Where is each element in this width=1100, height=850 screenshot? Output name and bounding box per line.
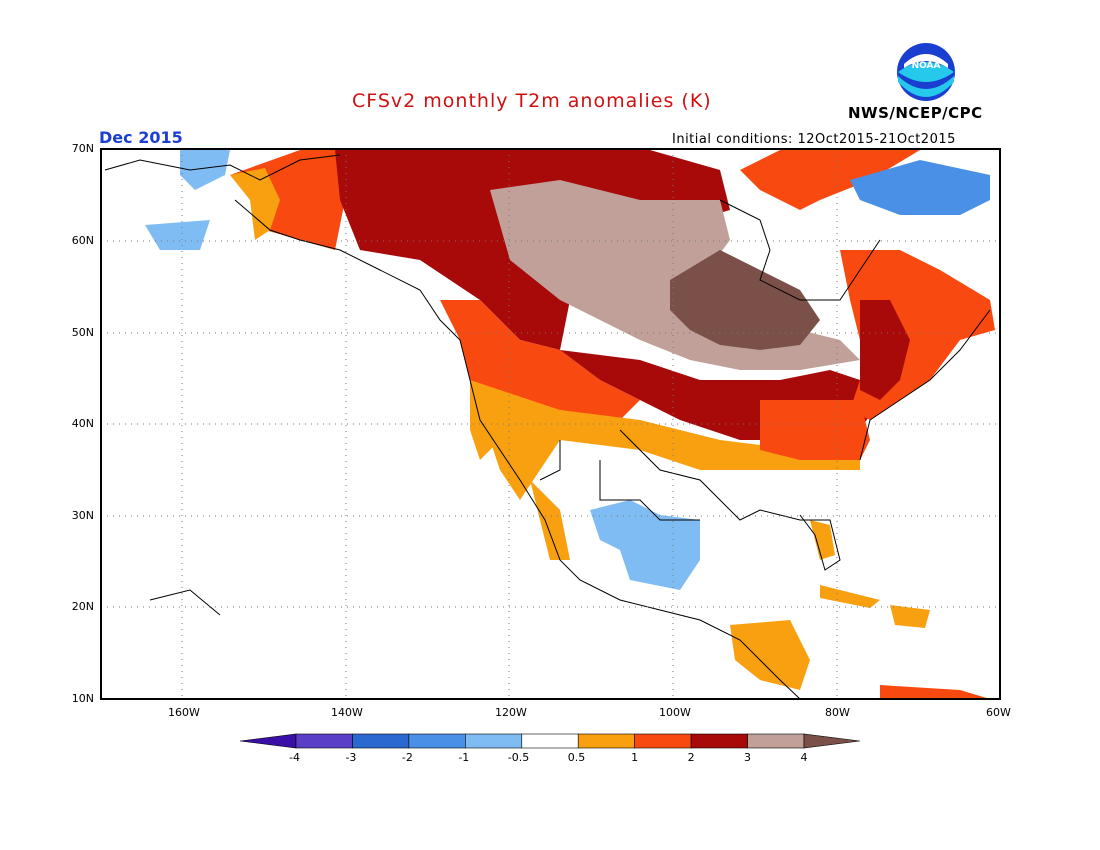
anomaly-region	[890, 605, 930, 628]
initial-conditions: Initial conditions: 12Oct2015-21Oct2015	[672, 132, 956, 147]
forecast-date: Dec 2015	[99, 128, 183, 147]
colorbar-segment	[408, 733, 466, 749]
colorbar-segment	[465, 733, 523, 749]
colorbar-segment	[521, 733, 579, 749]
anomaly-region	[880, 685, 990, 699]
colorbar-label: -0.5	[507, 751, 530, 764]
lat-label-60: 60N	[71, 234, 94, 247]
anomaly-region	[860, 300, 910, 400]
lon-label-100w: 100W	[659, 706, 691, 719]
anomaly-region	[145, 220, 210, 250]
colorbar-label: 2	[687, 751, 695, 764]
anomaly-region	[730, 620, 810, 690]
colorbar-segment	[690, 733, 748, 749]
colorbar-segment	[352, 733, 410, 749]
anomaly-region	[820, 585, 880, 608]
anomaly-region	[760, 400, 870, 460]
lat-label-20: 20N	[71, 600, 94, 613]
lat-label-10: 10N	[71, 692, 94, 705]
lon-label-60w: 60W	[986, 706, 1011, 719]
logo-text: NOAA	[912, 61, 941, 71]
colorbar-label: -1	[458, 751, 470, 764]
anomaly-region	[230, 168, 280, 240]
colorbar-segment	[239, 733, 297, 749]
anomaly-region	[590, 500, 700, 590]
lon-label-160w: 160W	[168, 706, 200, 719]
anomaly-region	[530, 480, 570, 560]
colorbar-segment	[747, 733, 805, 749]
colorbar-segment	[295, 733, 353, 749]
lat-label-70: 70N	[71, 142, 94, 155]
lon-label-120w: 120W	[495, 706, 527, 719]
lat-label-50: 50N	[71, 326, 94, 339]
map-frame	[100, 148, 1001, 700]
anomaly-region	[480, 410, 560, 500]
noaa-logo: NOAA	[896, 42, 956, 102]
anomaly-field	[101, 149, 1000, 699]
anomaly-region	[180, 150, 230, 190]
colorbar-label: -4	[289, 751, 300, 764]
colorbar-label: 1	[631, 751, 639, 764]
agency-label: NWS/NCEP/CPC	[848, 104, 983, 122]
lon-label-80w: 80W	[825, 706, 850, 719]
anomaly-region	[850, 160, 990, 215]
anomaly-region	[740, 150, 920, 210]
colorbar-label: -2	[401, 751, 413, 764]
chart-title: CFSv2 monthly T2m anomalies (K)	[352, 90, 712, 112]
lat-label-40: 40N	[71, 417, 94, 430]
lon-label-140w: 140W	[331, 706, 363, 719]
colorbar-segment	[634, 733, 692, 749]
colorbar-label: 3	[744, 751, 752, 764]
coastlines	[104, 154, 991, 699]
lat-label-30: 30N	[71, 509, 94, 522]
colorbar-label: 0.5	[567, 751, 586, 764]
colorbar-segment	[803, 733, 861, 749]
anomaly-region	[810, 520, 835, 560]
anomaly-region	[670, 250, 820, 350]
colorbar-label: 4	[800, 751, 808, 764]
colorbar-label: -3	[345, 751, 357, 764]
colorbar-segment	[577, 733, 635, 749]
